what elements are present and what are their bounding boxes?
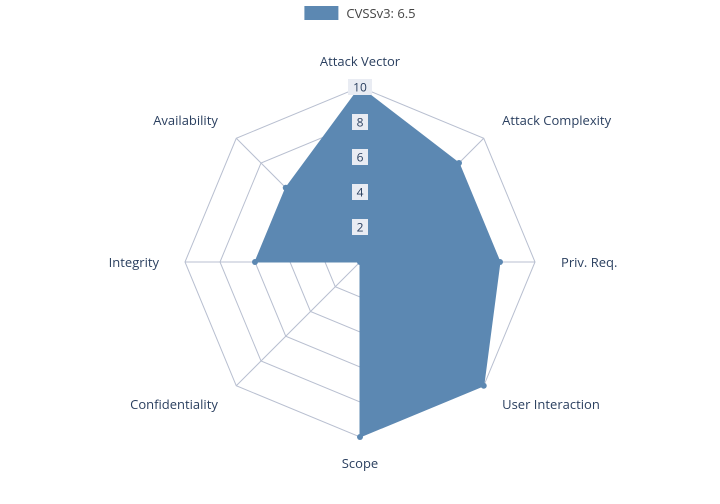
axis-label: Integrity <box>109 253 160 271</box>
axis-label: Priv. Req. <box>561 253 617 271</box>
axis-label: Attack Vector <box>320 52 401 70</box>
radar-chart: 2 4 6 8 10 Attack Vector Attack Complexity Priv… <box>0 0 720 504</box>
axis-label: Attack Complexity <box>502 111 611 129</box>
svg-text:8: 8 <box>357 114 364 131</box>
axis-label: Availability <box>153 111 218 129</box>
axis-label: Confidentiality <box>130 395 218 413</box>
svg-text:10: 10 <box>353 79 367 96</box>
svg-text:6: 6 <box>357 149 364 166</box>
axis-label: User Interaction <box>502 395 600 413</box>
svg-text:4: 4 <box>357 184 364 201</box>
axis-label: Scope <box>342 454 378 472</box>
svg-text:2: 2 <box>357 219 364 236</box>
